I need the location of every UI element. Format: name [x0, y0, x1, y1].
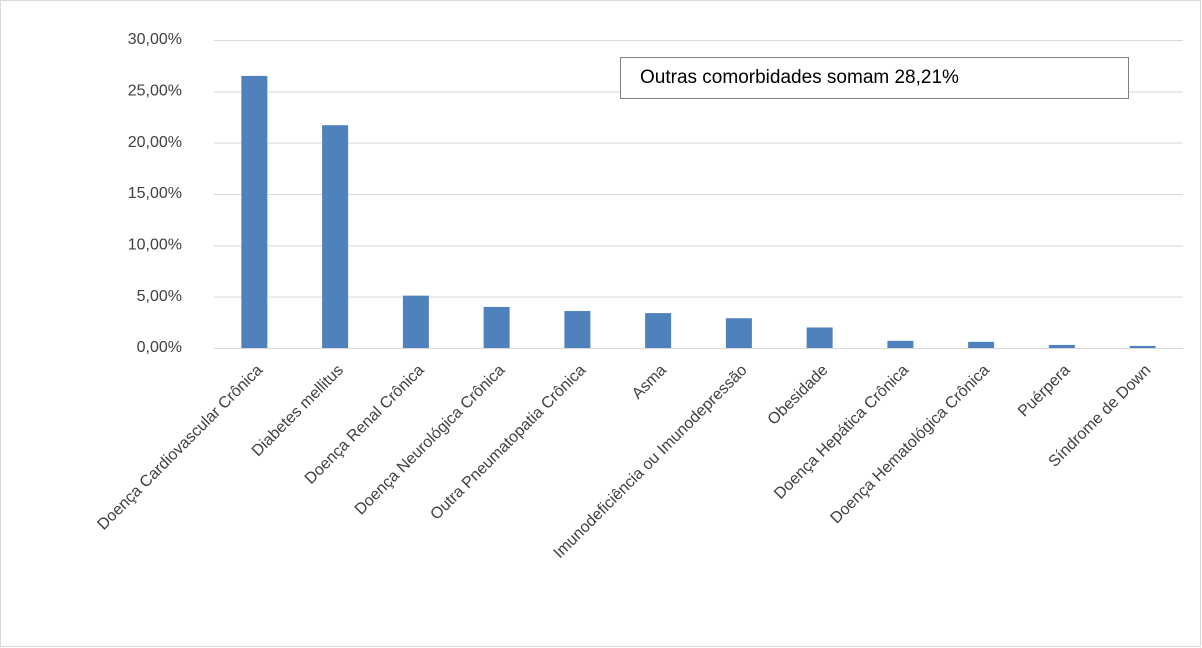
y-tick-label: 15,00%	[128, 185, 182, 202]
bar	[564, 311, 591, 348]
bar	[645, 313, 672, 348]
annotation-box	[620, 57, 1129, 99]
bar	[806, 327, 833, 348]
bar	[725, 318, 752, 348]
y-tick-label: 30,00%	[128, 31, 182, 48]
bar	[322, 125, 349, 348]
bar	[1048, 344, 1075, 348]
bar	[968, 341, 995, 348]
bar	[1129, 345, 1156, 348]
y-tick-label: 5,00%	[137, 288, 182, 305]
bar	[241, 75, 268, 348]
y-tick-label: 0,00%	[137, 339, 182, 356]
bar	[483, 306, 510, 348]
y-tick-label: 10,00%	[128, 237, 182, 254]
annotation: Outras comorbidades somam 28,21%	[640, 67, 959, 88]
bar	[402, 295, 429, 348]
bar	[887, 340, 914, 348]
y-tick-label: 20,00%	[128, 134, 182, 151]
y-tick-label: 25,00%	[128, 83, 182, 100]
